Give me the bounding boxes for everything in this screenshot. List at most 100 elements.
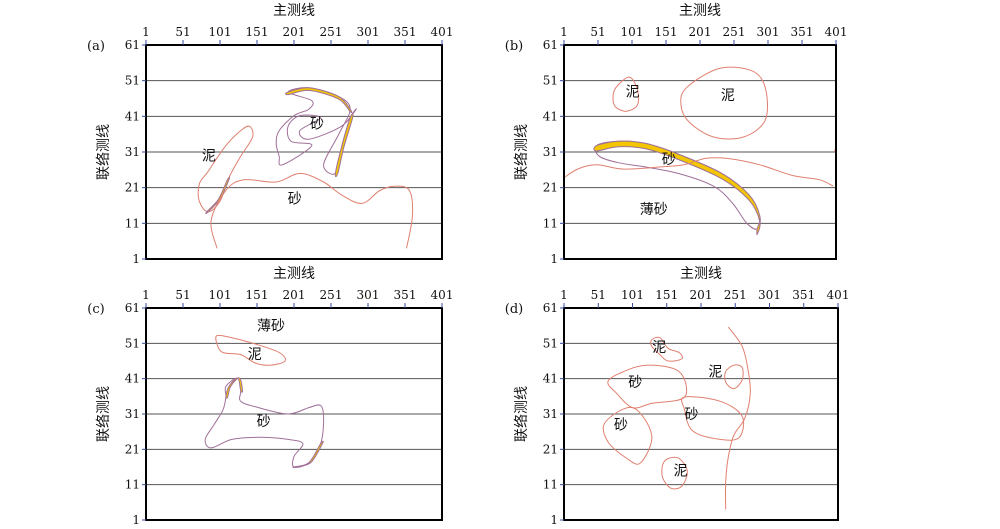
sand-thick-band [284, 87, 353, 113]
sand-thick-band [225, 377, 244, 399]
sand-thick-band [334, 113, 354, 178]
contour-shapes [204, 334, 325, 469]
panel-label: (c) [87, 302, 104, 317]
region-label: 砂 [614, 418, 628, 434]
sand-thick-band [593, 140, 761, 236]
x-tick-label: 401 [825, 25, 848, 39]
panel-b: 1 51 101 151 201 251 301 351 401主测线6151413121111… [505, 3, 848, 266]
x-tick-label: 101 [209, 25, 232, 39]
sand-body-outline [275, 87, 357, 175]
x-tick-label: 251 [320, 25, 343, 39]
x-tick-label: 351 [791, 25, 814, 39]
region-label: 泥 [673, 464, 687, 480]
panel-d: 1 51 101 151 201 251 301 351 401主测线6151413121111… [505, 266, 850, 527]
y-tick-label: 21 [543, 181, 558, 195]
x-tick-label: 301 [357, 25, 380, 39]
x-tick-label: 1 [560, 288, 568, 302]
region-label: 薄砂 [257, 319, 285, 335]
contour-shapes [197, 87, 414, 249]
mud-contour [650, 336, 683, 362]
mud-contour [210, 172, 414, 249]
region-label: 薄砂 [640, 202, 668, 218]
y-axis-title: 联络测线 [96, 386, 112, 442]
y-tick-label: 11 [125, 216, 140, 230]
x-tick-label: 301 [757, 25, 780, 39]
x-tick-label: 201 [689, 25, 712, 39]
x-tick-label: 251 [723, 25, 746, 39]
gridlines [146, 80, 442, 224]
mud-contour [681, 396, 745, 441]
x-tick-label: 351 [792, 288, 815, 302]
sand-thick-band [205, 176, 230, 215]
y-tick-label: 51 [543, 336, 558, 350]
y-tick-label: 61 [125, 301, 140, 315]
x-axis-title: 主测线 [273, 266, 315, 282]
x-tick-label: 51 [175, 288, 190, 302]
region-label: 砂 [288, 191, 302, 207]
x-tick-label: 101 [621, 25, 644, 39]
region-label: 砂 [662, 152, 676, 168]
region-labels: 泥砂砂 [202, 116, 324, 207]
region-label: 砂 [310, 116, 324, 132]
x-axis-top: 1 51 101 151 201 251 301 351 401 [560, 25, 847, 45]
y-tick-label: 1 [550, 513, 558, 527]
y-tick-label: 61 [543, 38, 558, 52]
x-tick-label: 301 [357, 288, 380, 302]
x-tick-label: 1 [142, 25, 150, 39]
y-tick-label: 31 [125, 407, 140, 421]
panel-label: (a) [87, 39, 105, 54]
x-tick-label: 351 [394, 288, 417, 302]
panel-a: 1 51 101 151 201 251 301 351 401主测线6151413121111… [87, 3, 453, 266]
contour-shapes [563, 66, 837, 236]
x-tick-label: 151 [655, 288, 678, 302]
region-label: 砂 [628, 375, 642, 391]
x-tick-label: 151 [246, 288, 269, 302]
region-label: 泥 [248, 347, 262, 363]
y-tick-label: 11 [125, 478, 140, 492]
y-tick-label: 1 [132, 252, 140, 266]
x-tick-label: 151 [246, 25, 269, 39]
mud-contour [612, 76, 640, 112]
x-tick-label: 401 [431, 25, 454, 39]
x-tick-label: 201 [283, 288, 306, 302]
region-label: 泥 [626, 84, 640, 100]
x-axis-top: 1 51 101 151 201 251 301 351 401 [560, 288, 849, 308]
y-tick-label: 1 [550, 252, 558, 266]
mud-contour [680, 66, 768, 140]
y-tick-label: 41 [125, 372, 140, 386]
mud-contour [215, 334, 286, 366]
y-tick-label: 51 [125, 336, 140, 350]
y-axis-title: 联络测线 [514, 386, 530, 442]
x-tick-label: 1 [142, 288, 150, 302]
region-label: 泥 [202, 149, 216, 165]
y-tick-label: 1 [132, 513, 140, 527]
x-tick-label: 251 [320, 288, 343, 302]
x-axis-top: 1 51 101 151 201 251 301 351 401 [142, 25, 453, 45]
x-tick-label: 401 [431, 288, 454, 302]
y-tick-label: 61 [543, 301, 558, 315]
panel-c: 1 51 101 151 201 251 301 351 401主测线6151413121111… [87, 266, 453, 527]
region-label: 砂 [684, 407, 698, 423]
region-label: 砂 [257, 414, 271, 430]
mud-contour [661, 456, 688, 490]
x-tick-label: 1 [560, 25, 568, 39]
x-tick-label: 101 [621, 288, 644, 302]
y-tick-label: 51 [543, 74, 558, 88]
y-tick-label: 21 [125, 442, 140, 456]
x-tick-label: 201 [283, 25, 306, 39]
y-tick-label: 11 [543, 478, 558, 492]
x-tick-label: 51 [590, 25, 605, 39]
y-tick-label: 41 [543, 372, 558, 386]
x-tick-label: 351 [394, 25, 417, 39]
region-label: 泥 [652, 340, 666, 356]
gridlines [146, 342, 442, 486]
y-tick-label: 41 [543, 109, 558, 123]
y-tick-label: 41 [125, 109, 140, 123]
x-tick-label: 301 [758, 288, 781, 302]
y-axis-title: 联络测线 [96, 124, 112, 180]
